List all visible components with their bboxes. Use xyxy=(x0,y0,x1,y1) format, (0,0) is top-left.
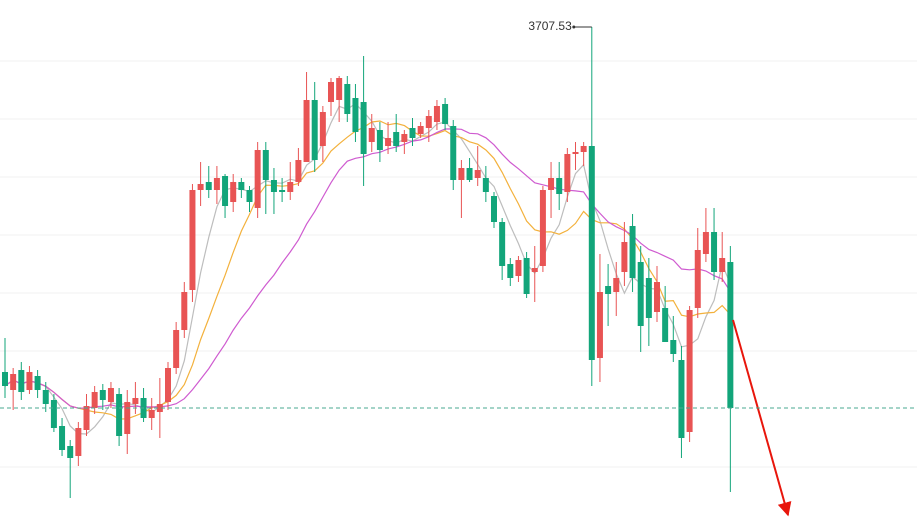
candle-body xyxy=(417,126,424,134)
candle-body xyxy=(588,146,595,360)
candle-body xyxy=(694,250,701,308)
candle-body xyxy=(482,178,489,192)
candle-body xyxy=(50,400,57,428)
candle-body xyxy=(719,258,726,272)
candle-body xyxy=(564,154,571,192)
candle-body xyxy=(26,372,33,390)
candle-body xyxy=(10,374,17,390)
candle-body xyxy=(515,260,522,276)
candle-body xyxy=(711,232,718,272)
candle-body xyxy=(262,150,269,180)
max-label: 3707.53 xyxy=(528,19,572,33)
candle-body xyxy=(613,278,620,292)
candle-body xyxy=(458,168,465,180)
candle-body xyxy=(132,398,139,404)
candle-body xyxy=(222,176,229,206)
candle-body xyxy=(686,310,693,432)
candle-body xyxy=(230,182,237,202)
candle-body xyxy=(499,222,506,266)
candle-body xyxy=(336,78,343,100)
candle-body xyxy=(507,264,514,278)
candle-body xyxy=(91,392,98,408)
candle-body xyxy=(605,286,612,294)
candle-body xyxy=(328,82,334,102)
candle-body xyxy=(165,368,171,402)
candle-body xyxy=(654,282,660,312)
candle-body xyxy=(213,178,220,190)
candle-body xyxy=(238,182,245,190)
candle-body xyxy=(2,372,8,386)
candle-body xyxy=(645,278,652,318)
candle-body xyxy=(344,84,351,114)
candle-body xyxy=(621,242,628,272)
candle-body xyxy=(67,446,74,458)
candle-body xyxy=(572,152,579,154)
candle-body xyxy=(99,390,106,400)
candle-body xyxy=(270,180,277,192)
candle-body xyxy=(368,128,375,142)
candle-body xyxy=(34,376,41,390)
candle-body xyxy=(556,178,563,194)
candle-body xyxy=(539,190,546,266)
candle-body xyxy=(287,182,294,192)
candle-body xyxy=(662,308,669,342)
candle-body xyxy=(442,104,449,124)
candle-body xyxy=(580,146,587,152)
candle-body xyxy=(205,182,212,190)
candle-body xyxy=(352,98,359,132)
candle-body xyxy=(303,100,310,162)
candle-body xyxy=(254,150,261,208)
candle-body xyxy=(173,330,180,368)
candle-body xyxy=(393,132,400,146)
max-pointer-dot xyxy=(572,25,576,29)
candle-body xyxy=(59,426,66,450)
candle-body xyxy=(450,126,457,180)
candle-body xyxy=(401,134,408,142)
candle-body xyxy=(385,138,392,146)
candle-body xyxy=(75,428,82,456)
candle-body xyxy=(189,190,196,290)
candle-body xyxy=(246,190,253,202)
candle-body xyxy=(148,410,155,418)
candle-body xyxy=(116,394,123,436)
candle-body xyxy=(107,388,114,402)
candle-body xyxy=(197,184,204,190)
candle-body xyxy=(531,268,538,272)
candle-body xyxy=(279,190,286,192)
candle-body xyxy=(124,402,131,434)
trend-arrow xyxy=(732,319,792,517)
candle-body xyxy=(596,292,603,358)
candle-body xyxy=(360,102,367,154)
candle-body xyxy=(409,128,416,138)
candle-body xyxy=(629,226,636,278)
candle-body xyxy=(637,262,644,326)
candle-body xyxy=(156,404,163,412)
candle-body xyxy=(491,196,497,222)
candle-body xyxy=(42,390,49,404)
candle-body xyxy=(474,170,481,178)
candle-body xyxy=(702,232,709,254)
candle-body xyxy=(727,262,734,408)
candle-body xyxy=(319,112,326,146)
candle-body xyxy=(678,360,685,438)
candle-body xyxy=(670,340,677,354)
candle-body xyxy=(311,100,318,160)
candle-body xyxy=(523,258,530,294)
candle-body xyxy=(433,106,440,122)
candle-body xyxy=(425,116,432,128)
candle-body xyxy=(18,370,25,392)
candle-body xyxy=(548,178,555,190)
candle-body xyxy=(83,406,90,430)
candle-body xyxy=(295,160,302,182)
candle-body xyxy=(181,292,188,330)
candle-body xyxy=(466,168,473,180)
candle-body xyxy=(376,130,383,150)
candles xyxy=(2,26,734,498)
